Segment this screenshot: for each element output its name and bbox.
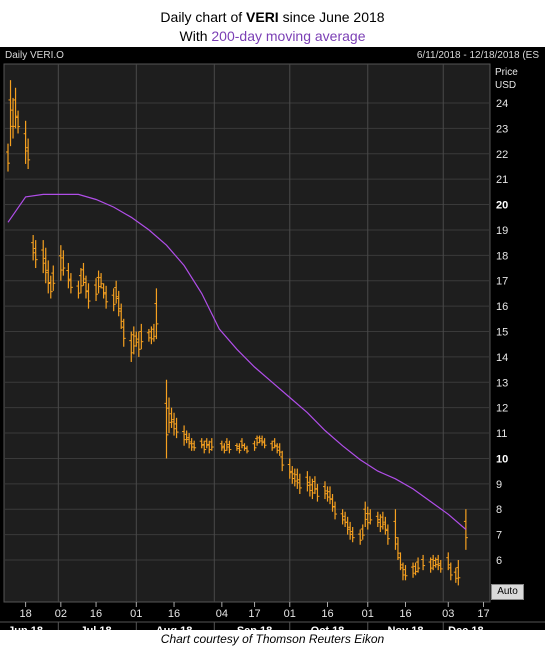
price-axis-label: Price (495, 67, 518, 78)
y-tick-label: 15 (496, 327, 508, 339)
y-tick-label: 11 (496, 428, 507, 440)
caption-prefix: Daily chart of (160, 9, 247, 25)
x-tick-label: 17 (248, 608, 260, 620)
x-tick-label: 03 (442, 608, 454, 620)
y-tick-label: 14 (496, 352, 508, 364)
x-tick-label: 01 (284, 608, 296, 620)
auto-scale-button[interactable]: Auto (491, 584, 524, 600)
x-axis: 18 02 16 01 16 04 17 01 16 01 16 03 17 Jun 18 Jul 18 Au… (0, 602, 545, 630)
y-tick-label: 12 (496, 403, 508, 415)
caption-suffix: since June 2018 (278, 9, 385, 25)
caption-ma-highlight: 200-day moving average (211, 28, 366, 44)
month-label: Jun 18 (8, 625, 43, 630)
chart-date-range: 6/11/2018 - 12/18/2018 (ES (416, 50, 539, 61)
y-tick-label: 21 (496, 174, 508, 186)
y-tick-label: 13 (496, 377, 508, 389)
caption-line-2: With 200-day moving average (0, 27, 545, 46)
price-chart[interactable]: 18 02 16 01 16 04 17 01 16 01 16 03 17 Jun 18 Jul 18 Au… (0, 47, 545, 630)
price-bars (6, 80, 468, 586)
y-axis: 6 7 8 9 10 11 12 13 14 15 16 17 18 19 20 21 22 23 24 (496, 98, 508, 567)
y-tick-label: 16 (496, 301, 508, 313)
y-tick-label: 7 (496, 530, 502, 542)
month-label: Aug 18 (156, 625, 193, 630)
month-label: Nov 18 (387, 625, 423, 630)
y-tick-label: 10 (496, 453, 508, 465)
month-label: Oct 18 (311, 625, 345, 630)
x-tick-label: 17 (477, 608, 489, 620)
x-tick-label: 04 (216, 608, 228, 620)
y-tick-label: 20 (496, 200, 508, 212)
month-label: Sep 18 (237, 625, 272, 630)
moving-average-line (7, 193, 467, 530)
price-axis-unit: USD (495, 80, 517, 91)
chart-caption: Daily chart of VERI since June 2018 With… (0, 8, 545, 46)
y-tick-label: 24 (496, 98, 508, 110)
caption-with: With (179, 28, 212, 44)
x-tick-label: 16 (399, 608, 411, 620)
caption-line-1: Daily chart of VERI since June 2018 (0, 8, 545, 27)
y-tick-label: 22 (496, 149, 508, 161)
chart-instrument-label: Daily VERI.O (5, 50, 64, 61)
y-tick-label: 6 (496, 555, 502, 567)
x-tick-label: 16 (321, 608, 333, 620)
x-tick-label: 01 (362, 608, 374, 620)
caption-ticker: VERI (246, 9, 279, 25)
y-tick-label: 23 (496, 123, 508, 135)
price-axis-title: Price USD (495, 66, 518, 92)
x-tick-label: 01 (130, 608, 142, 620)
y-tick-label: 8 (496, 504, 502, 516)
month-label: Jul 18 (80, 625, 111, 630)
month-label: Dec 18 (448, 625, 483, 630)
x-tick-label: 16 (90, 608, 102, 620)
y-tick-label: 17 (496, 276, 508, 288)
y-tick-label: 19 (496, 225, 508, 237)
y-tick-label: 9 (496, 479, 502, 491)
plot-area (3, 63, 491, 603)
y-tick-label: 18 (496, 250, 508, 262)
x-tick-label: 02 (55, 608, 67, 620)
x-tick-label: 16 (168, 608, 180, 620)
x-tick-label: 18 (19, 608, 31, 620)
source-credit: Chart courtesy of Thomson Reuters Eikon (160, 632, 385, 646)
grid-lines (4, 64, 490, 602)
